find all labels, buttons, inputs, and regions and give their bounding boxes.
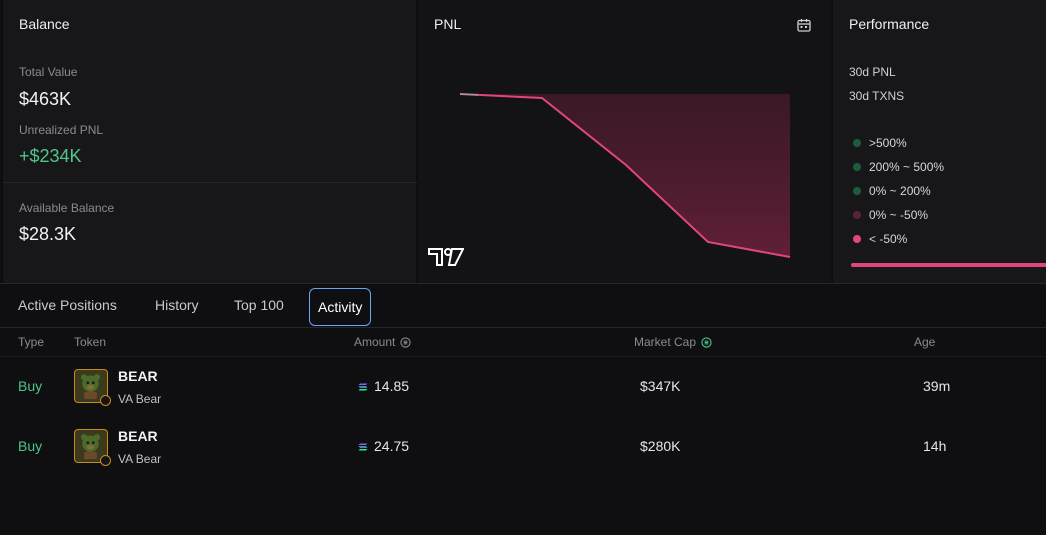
table-header: Type Token Amount Market Cap Age — [0, 329, 1046, 357]
header-type-label: Type — [18, 335, 45, 349]
header-amount[interactable]: Amount — [354, 335, 411, 349]
row-age: 14h — [923, 438, 947, 454]
pnl-panel: PNL — [417, 0, 831, 283]
bear-token-icon — [80, 374, 101, 400]
tab-activity[interactable]: Activity — [309, 288, 372, 326]
total-value: $463K — [19, 89, 72, 109]
token-avatar[interactable] — [74, 429, 111, 466]
legend-label: >500% — [869, 136, 907, 150]
legend-item: 0% ~ 200% — [853, 184, 931, 198]
txns-30d-label: 30d TXNS — [849, 89, 905, 103]
tab-top-100[interactable]: Top 100 — [234, 297, 284, 313]
balance-panel: Balance Total Value $463K Unrealized PNL… — [2, 0, 417, 283]
legend-label: 0% ~ 200% — [869, 184, 931, 198]
balance-title: Balance — [19, 16, 70, 32]
pnl-area — [460, 94, 790, 257]
header-market-cap[interactable]: Market Cap — [634, 335, 712, 349]
token-badge-icon — [100, 395, 111, 406]
available-balance-label: Available Balance — [19, 201, 115, 215]
performance-panel: Performance 30d PNL 30d TXNS >500% 200% … — [832, 0, 1046, 283]
legend-item: < -50% — [853, 232, 907, 246]
header-amount-label: Amount — [354, 335, 396, 349]
legend-item: 200% ~ 500% — [853, 160, 944, 174]
legend-dot — [853, 211, 861, 219]
balance-divider — [3, 182, 417, 183]
header-token: Token — [74, 335, 106, 349]
pnl-title: PNL — [434, 16, 462, 32]
row-market-cap: $347K — [640, 378, 681, 394]
header-age: Age — [914, 335, 935, 349]
legend-item: >500% — [853, 136, 907, 150]
table-row[interactable]: Buy BEAR VA Bear 14.85 $347K 39m — [0, 356, 1046, 416]
legend-label: 200% ~ 500% — [869, 160, 945, 174]
tradingview-logo-icon — [428, 248, 464, 266]
row-age: 39m — [923, 378, 951, 394]
token-badge-icon — [100, 455, 111, 466]
pnl-line — [459, 93, 791, 258]
legend-label: < -50% — [869, 232, 908, 246]
token-symbol[interactable]: BEAR — [118, 428, 158, 444]
legend-dot — [853, 139, 861, 147]
tab-history[interactable]: History — [155, 297, 199, 313]
bear-token-icon — [80, 434, 101, 460]
header-age-label: Age — [914, 335, 936, 349]
row-amount: 24.75 — [374, 438, 410, 454]
currency-toggle-icon[interactable] — [400, 336, 411, 348]
unrealized-pnl-label: Unrealized PNL — [19, 123, 104, 137]
token-avatar[interactable] — [74, 369, 111, 406]
pnl-30d-label: 30d PNL — [849, 65, 896, 79]
header-market-cap-label: Market Cap — [634, 335, 697, 349]
header-token-label: Token — [74, 335, 107, 349]
performance-title: Performance — [849, 16, 930, 32]
pnl-chart — [459, 93, 791, 258]
legend-item: 0% ~ -50% — [853, 208, 928, 222]
pnl-start-segment — [459, 93, 479, 96]
performance-distribution-bar — [851, 263, 1046, 267]
legend-dot — [853, 187, 861, 195]
token-symbol[interactable]: BEAR — [118, 368, 158, 384]
token-name: VA Bear — [118, 392, 162, 406]
dashboard-top: Balance Total Value $463K Unrealized PNL… — [0, 0, 1046, 284]
legend-dot — [853, 163, 861, 171]
header-type: Type — [18, 335, 44, 349]
currency-toggle-icon[interactable] — [701, 336, 712, 348]
solana-icon — [358, 383, 368, 391]
legend-label: 0% ~ -50% — [869, 208, 929, 222]
position-tabs: Active Positions History Top 100 Activit… — [0, 284, 1046, 328]
available-balance-value: $28.3K — [19, 224, 77, 244]
table-row[interactable]: Buy BEAR VA Bear 24.75 $280K 14h — [0, 416, 1046, 476]
row-market-cap: $280K — [640, 438, 681, 454]
row-type: Buy — [18, 378, 43, 394]
solana-icon — [358, 443, 368, 451]
legend-dot — [853, 235, 861, 243]
unrealized-pnl-value: +$234K — [19, 146, 82, 166]
total-value-label: Total Value — [19, 65, 78, 79]
token-name: VA Bear — [118, 452, 162, 466]
row-amount: 14.85 — [374, 378, 410, 394]
calendar-icon[interactable] — [797, 18, 811, 32]
tab-active-positions[interactable]: Active Positions — [18, 297, 117, 313]
row-type: Buy — [18, 438, 43, 454]
